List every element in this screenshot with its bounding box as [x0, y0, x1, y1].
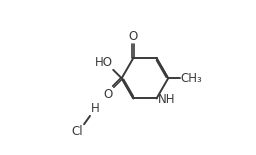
Text: HO: HO: [95, 56, 113, 69]
Text: CH₃: CH₃: [181, 72, 202, 85]
Text: O: O: [129, 30, 138, 43]
Text: NH: NH: [158, 93, 176, 106]
Text: O: O: [103, 88, 113, 101]
Text: H: H: [91, 102, 100, 115]
Text: Cl: Cl: [71, 125, 83, 138]
